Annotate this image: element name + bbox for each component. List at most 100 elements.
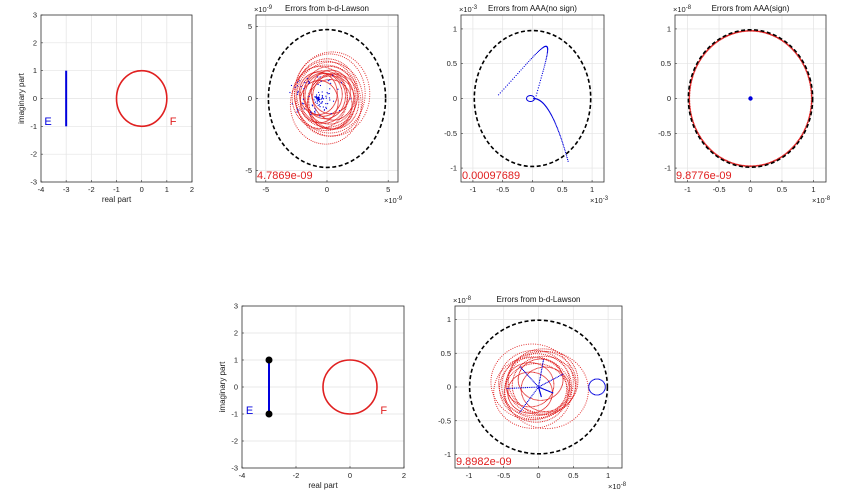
- error-point: [566, 398, 568, 400]
- error-point: [309, 109, 311, 112]
- curve-error-point: [543, 68, 545, 70]
- curve-error-point: [298, 109, 300, 111]
- curve-error-point: [536, 385, 539, 387]
- curve-error-point: [518, 71, 521, 73]
- error-point: [303, 65, 305, 67]
- error-point: [558, 391, 560, 393]
- y-tick-label: 0: [33, 94, 37, 103]
- error-point: [537, 353, 539, 355]
- error-point: [530, 427, 532, 429]
- error-point: [507, 382, 509, 384]
- curve-error-point: [510, 80, 512, 82]
- curve-error-point: [319, 84, 322, 87]
- curve-error-point: [590, 392, 592, 394]
- curve-error-point: [523, 405, 525, 407]
- error-point: [512, 379, 514, 381]
- error-point: [340, 110, 342, 112]
- error-point: [307, 77, 310, 79]
- error-point: [559, 412, 561, 414]
- error-point: [326, 73, 329, 75]
- error-point: [565, 368, 567, 370]
- error-point: [533, 371, 536, 374]
- curve-error-point: [310, 111, 312, 113]
- error-point: [513, 413, 515, 415]
- error-point: [558, 352, 560, 354]
- curve-error-point: [314, 112, 316, 114]
- error-point: [553, 412, 555, 414]
- error-point: [555, 415, 557, 417]
- error-point: [522, 397, 524, 399]
- error-point: [352, 128, 354, 130]
- error-point: [531, 359, 534, 361]
- error-point: [331, 107, 333, 109]
- error-point: [331, 128, 333, 130]
- error-point: [704, 143, 707, 146]
- error-point: [351, 100, 353, 102]
- error-point: [542, 414, 544, 416]
- error-point: [329, 113, 331, 115]
- error-point: [554, 412, 556, 414]
- error-point: [293, 121, 295, 123]
- error-point: [314, 123, 316, 125]
- error-point: [324, 60, 326, 62]
- error-point: [303, 75, 305, 77]
- error-point: [343, 56, 345, 59]
- error-point: [539, 366, 542, 369]
- error-point: [332, 53, 334, 55]
- error-point: [564, 379, 566, 381]
- error-point: [586, 378, 588, 380]
- error-point: [516, 403, 519, 405]
- error-point: [326, 67, 328, 69]
- error-point: [300, 107, 302, 109]
- error-point: [335, 62, 337, 64]
- error-point: [553, 362, 555, 364]
- error-point: [349, 125, 351, 127]
- chart-title: Errors from AAA(no sign): [488, 4, 577, 13]
- error-point: [551, 396, 553, 398]
- error-point: [326, 129, 328, 132]
- error-point: [316, 65, 318, 67]
- error-point: [354, 89, 356, 91]
- error-point: [346, 103, 348, 105]
- error-point: [332, 120, 334, 122]
- error-point: [301, 92, 303, 95]
- error-point: [351, 119, 353, 121]
- error-point: [298, 72, 300, 74]
- error-point: [527, 354, 529, 356]
- error-point: [497, 376, 499, 378]
- error-point: [337, 111, 339, 113]
- error-point: [305, 83, 307, 85]
- error-point: [353, 96, 356, 98]
- error-point: [562, 357, 564, 359]
- curve-error-point: [540, 395, 542, 398]
- error-point: [498, 380, 500, 382]
- error-point: [353, 108, 356, 110]
- error-point: [318, 108, 320, 110]
- error-point: [325, 70, 327, 72]
- error-point: [331, 126, 333, 128]
- curve-error-point: [529, 398, 531, 400]
- error-point: [576, 374, 578, 377]
- error-point: [563, 405, 565, 407]
- error-point: [325, 118, 327, 120]
- error-point: [553, 381, 555, 383]
- error-point: [322, 116, 324, 118]
- error-point: [532, 415, 534, 417]
- error-point: [342, 85, 344, 87]
- error-point: [536, 405, 538, 407]
- error-point: [746, 29, 749, 32]
- error-point: [514, 359, 516, 361]
- error-point: [315, 120, 317, 122]
- error-point: [345, 121, 347, 123]
- curve-error-point: [317, 97, 319, 99]
- curve-error-point: [321, 96, 324, 98]
- curve-error-point: [325, 97, 327, 99]
- error-point: [346, 130, 348, 132]
- error-point: [356, 84, 358, 86]
- error-point: [319, 113, 321, 116]
- error-point: [364, 72, 366, 74]
- plot-area: [468, 319, 609, 455]
- error-point: [311, 86, 313, 88]
- curve-error-point: [503, 88, 505, 90]
- error-point: [347, 59, 349, 61]
